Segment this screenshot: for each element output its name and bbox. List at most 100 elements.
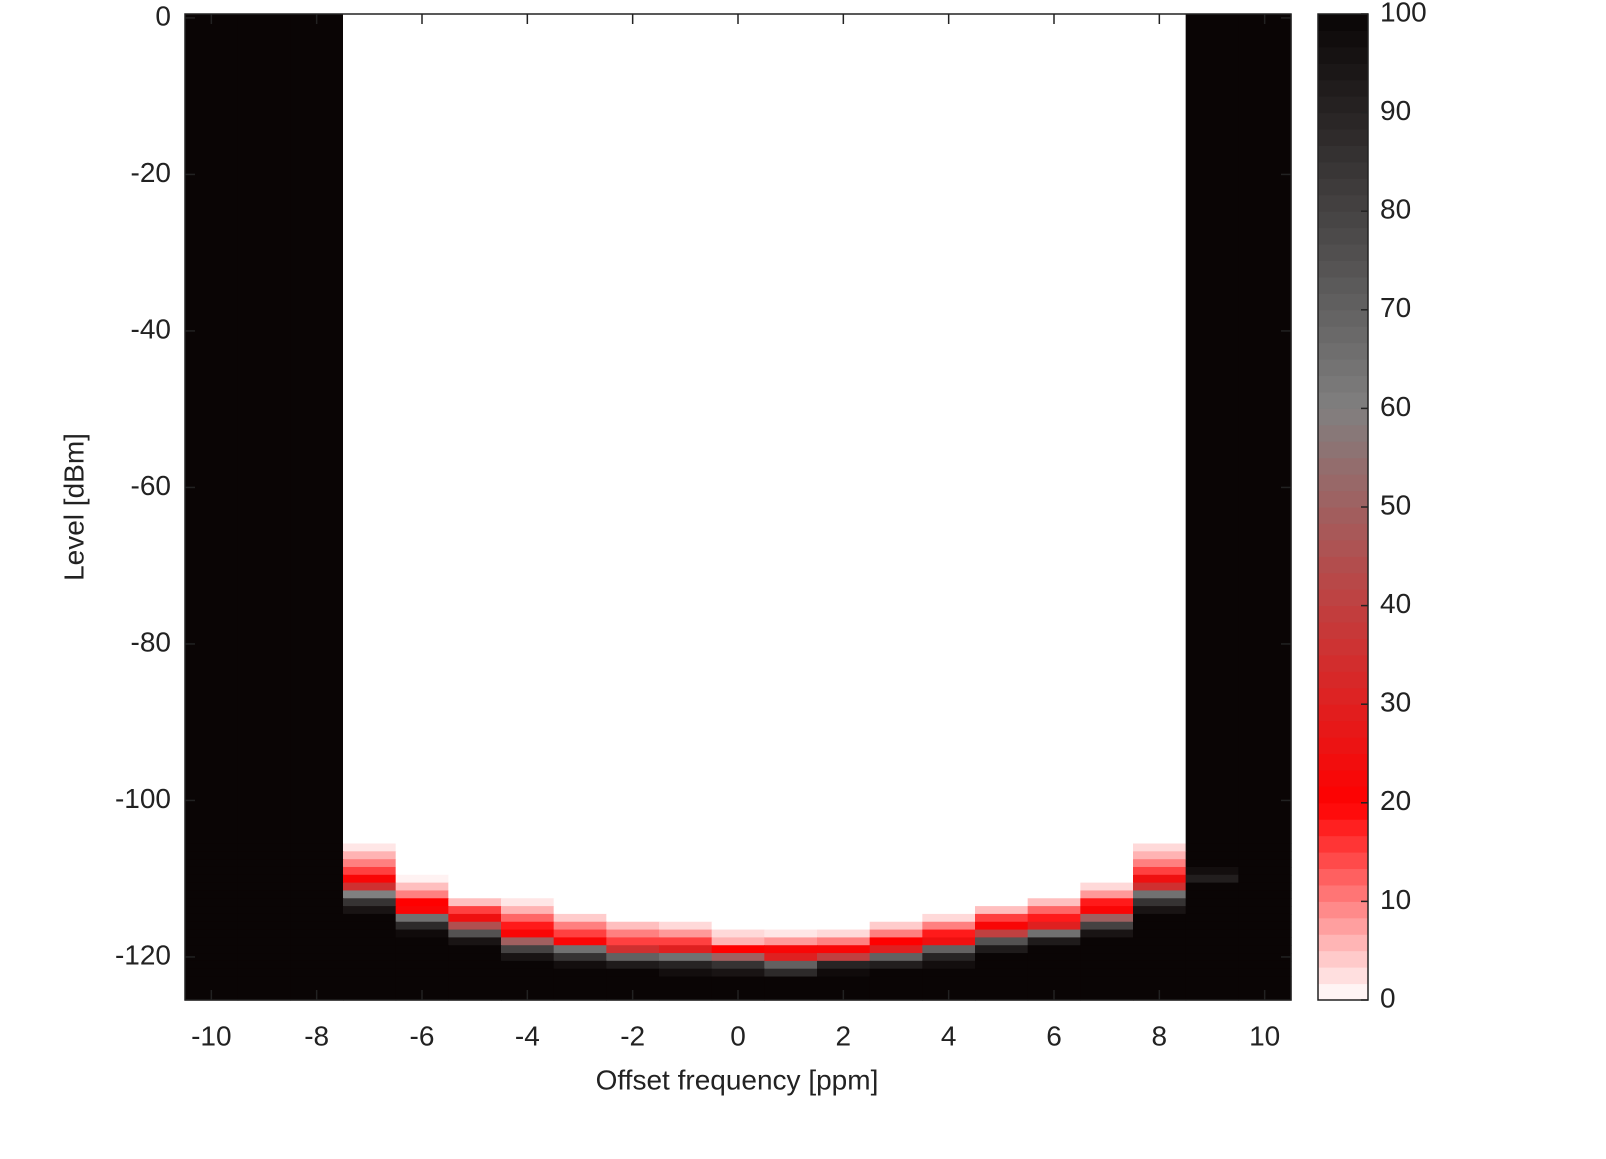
heatmap-cell [237, 882, 291, 892]
heatmap-cell [711, 898, 765, 907]
heatmap-cell [764, 929, 818, 938]
y-tick-label: -80 [131, 626, 171, 657]
heatmap-cell [764, 859, 818, 868]
heatmap-cell [1080, 843, 1134, 852]
heatmap-cell [290, 921, 344, 931]
heatmap-cell [659, 913, 713, 923]
heatmap-cell [659, 937, 713, 946]
heatmap-cell [1238, 937, 1292, 946]
heatmap-cell [553, 921, 607, 931]
heatmap-cell [395, 913, 449, 923]
heatmap-cell [395, 14, 449, 845]
heatmap-cell [553, 945, 607, 954]
heatmap-cell [185, 882, 239, 892]
heatmap-cell [237, 14, 291, 845]
heatmap-cell [237, 898, 291, 907]
heatmap-cell [1133, 929, 1187, 938]
colorbar-swatch [1318, 227, 1368, 245]
heatmap-cell [764, 960, 818, 970]
heatmap-cell [1238, 945, 1292, 954]
heatmap-cell [922, 843, 976, 852]
x-tick-label: 6 [1046, 1020, 1062, 1051]
y-tick-label: -120 [115, 939, 171, 970]
heatmap-cell [501, 882, 555, 892]
heatmap-cell [1027, 898, 1081, 907]
heatmap-cell [1185, 976, 1239, 1001]
heatmap-cell [1238, 953, 1292, 962]
colorbar-swatch [1318, 786, 1368, 804]
heatmap-cell [237, 859, 291, 868]
heatmap-cell [1238, 898, 1292, 907]
heatmap-cell [1133, 14, 1187, 845]
heatmap-cell [975, 906, 1029, 915]
heatmap-cell [659, 843, 713, 852]
heatmap-cell [553, 929, 607, 938]
heatmap-cell [343, 945, 397, 954]
colorbar-swatch [1318, 556, 1368, 574]
heatmap-cell [1133, 968, 1187, 978]
heatmap-cell [448, 898, 502, 907]
colorbar-swatch [1318, 46, 1368, 64]
heatmap-cell [659, 921, 713, 931]
heatmap-cell [817, 929, 871, 938]
heatmap-cell [448, 921, 502, 931]
heatmap-cell [395, 960, 449, 970]
heatmap-cell [237, 843, 291, 852]
heatmap-cell [237, 929, 291, 938]
heatmap-cell [343, 953, 397, 962]
heatmap-cell [1238, 874, 1292, 884]
heatmap-cell [1080, 968, 1134, 978]
heatmap-cell [290, 866, 344, 876]
heatmap-cell [501, 953, 555, 962]
heatmap-cell [764, 898, 818, 907]
heatmap-cell [764, 968, 818, 978]
heatmap-cell [395, 929, 449, 938]
heatmap-cell [343, 921, 397, 931]
heatmap-cell [448, 976, 502, 1001]
heatmap-cell [501, 913, 555, 923]
heatmap-cell [290, 14, 344, 845]
heatmap-cell [869, 866, 923, 876]
heatmap-cell [975, 913, 1029, 923]
heatmap-cell [659, 929, 713, 938]
heatmap-cell [606, 14, 660, 845]
heatmap-cell [1027, 866, 1081, 876]
heatmap-cell [869, 890, 923, 899]
heatmap-cell [1080, 960, 1134, 970]
heatmap-cell [869, 976, 923, 1001]
heatmap-cell [1027, 945, 1081, 954]
heatmap-cell [448, 968, 502, 978]
heatmap-cell [448, 960, 502, 970]
heatmap-cell [1027, 968, 1081, 978]
heatmap-cell [1133, 921, 1187, 931]
heatmap-cell [448, 906, 502, 915]
heatmap-cell [1238, 913, 1292, 923]
heatmap-cell [1238, 882, 1292, 892]
heatmap-cell [975, 921, 1029, 931]
heatmap-cell [1133, 882, 1187, 892]
colorbar-swatch [1318, 244, 1368, 261]
heatmap-cell [343, 913, 397, 923]
heatmap-cell [817, 843, 871, 852]
heatmap-cell [1027, 14, 1081, 845]
heatmap-cell [711, 929, 765, 938]
heatmap-cell [1238, 866, 1292, 876]
heatmap-cell [501, 921, 555, 931]
heatmap-cell [448, 851, 502, 860]
heatmap-cell [1133, 953, 1187, 962]
heatmap-cell [659, 960, 713, 970]
colorbar-swatch [1318, 441, 1368, 459]
heatmap-cell [237, 913, 291, 923]
heatmap-cell [764, 921, 818, 931]
heatmap-cell [237, 953, 291, 962]
heatmap-cell [975, 843, 1029, 852]
heatmap-cell [975, 960, 1029, 970]
colorbar-swatch [1318, 14, 1368, 31]
heatmap-cell [711, 851, 765, 860]
heatmap-cell [501, 859, 555, 868]
heatmap-cell [1133, 913, 1187, 923]
colorbar-swatch [1318, 638, 1368, 656]
colorbar-swatch [1318, 622, 1368, 639]
colorbar-swatch [1318, 112, 1368, 130]
